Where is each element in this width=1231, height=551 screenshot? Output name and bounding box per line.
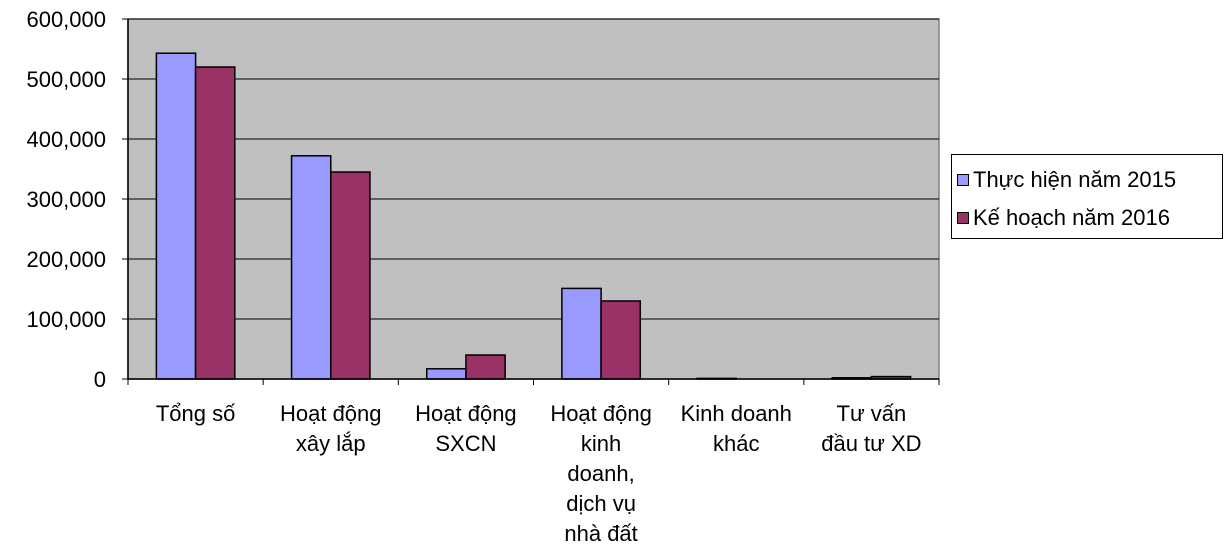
x-category-label: Hoạt động kinh doanh, dịch vụ nhà đất: [550, 401, 652, 546]
y-axis-tick-labels: 0 100,000 200,000 300,000 400,000 500,000 600,…: [26, 7, 106, 392]
axes: [122, 18, 940, 385]
x-axis-category-labels: Tổng số Hoạt động xây lắp Hoạt động SXCN Hoạt…: [156, 401, 922, 546]
y-tick-label: 200,000: [26, 247, 106, 272]
bar-series-1-cat-2: [290, 155, 332, 380]
y-tick-label: 400,000: [26, 127, 106, 152]
x-category-label: Tổng số: [156, 401, 236, 426]
bar-series-2-cat-4: [600, 300, 642, 380]
bar-series-1-cat-3: [425, 368, 467, 380]
x-category-label: Tư vấn đầu tư XD: [821, 401, 921, 456]
y-tick-label: 300,000: [26, 187, 106, 212]
y-tick-label: 500,000: [26, 67, 106, 92]
x-category-label: Hoạt động SXCN: [415, 401, 517, 456]
legend-label-series-1: Thực hiện năm 2015: [973, 167, 1177, 192]
bar-series-2-cat-1: [194, 66, 236, 380]
legend: Thực hiện năm 2015 Kế hoạch năm 2016: [951, 154, 1223, 239]
bar-series-2-cat-3: [465, 354, 506, 380]
y-tick-label: 0: [94, 367, 106, 392]
bar-series-1-cat-4: [561, 287, 602, 380]
x-category-label: Kinh doanh khác: [681, 401, 792, 456]
legend-swatch-series-2: [957, 212, 969, 224]
legend-item-series-2: Kế hoạch năm 2016: [957, 205, 1170, 231]
y-tick-label: 600,000: [26, 7, 106, 32]
legend-swatch-series-1: [957, 174, 969, 186]
gridlines: [128, 18, 939, 320]
bars: [155, 52, 912, 380]
bar-series-1-cat-1: [155, 52, 197, 380]
legend-label-series-2: Kế hoạch năm 2016: [973, 205, 1170, 230]
legend-item-series-1: Thực hiện năm 2015: [957, 167, 1176, 193]
x-category-label: Hoạt động xây lắp: [280, 401, 382, 456]
y-tick-label: 100,000: [26, 307, 106, 332]
bar-series-2-cat-2: [330, 171, 371, 380]
